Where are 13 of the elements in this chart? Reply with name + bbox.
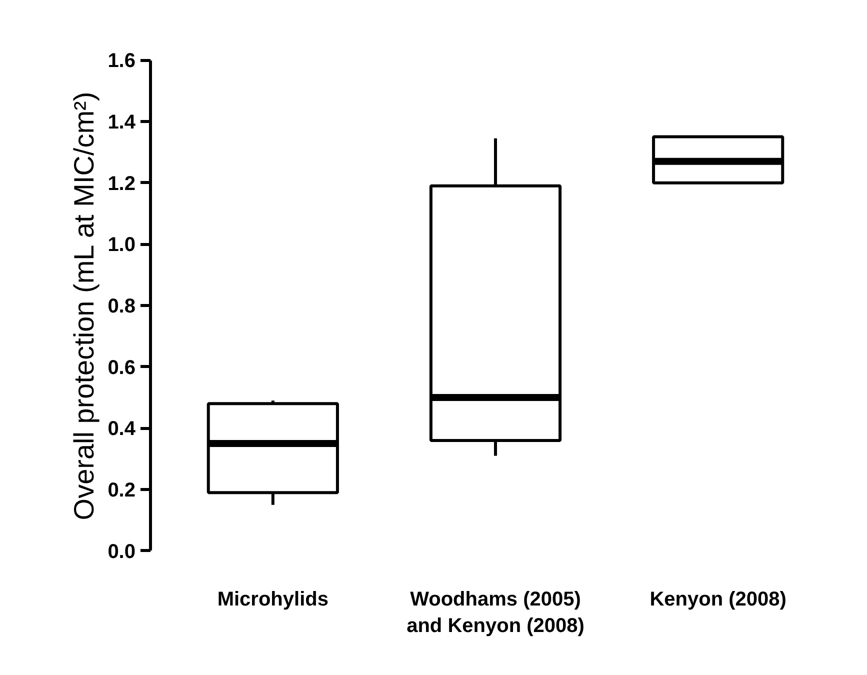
y-tick-label: 0.8 xyxy=(108,296,136,318)
y-tick-label: 1.0 xyxy=(108,234,136,256)
y-tick-label: 1.4 xyxy=(108,111,136,134)
x-tick-label: Woodhams (2005) and Kenyon (2008) xyxy=(406,588,584,637)
y-tick-label: 0.4 xyxy=(108,418,136,440)
y-tick-label: 0.6 xyxy=(108,356,136,379)
y-tick-label: 1.6 xyxy=(108,50,136,72)
x-tick-label: Kenyon (2008) xyxy=(650,588,786,610)
y-axis-title: Overall protection (mL at MIC/cm²) xyxy=(68,92,100,520)
x-tick-label: Microhylids xyxy=(217,588,328,610)
y-tick-label: 0.0 xyxy=(108,540,136,563)
y-tick-label: 1.2 xyxy=(108,172,136,195)
y-tick-label: 0.2 xyxy=(108,480,136,502)
